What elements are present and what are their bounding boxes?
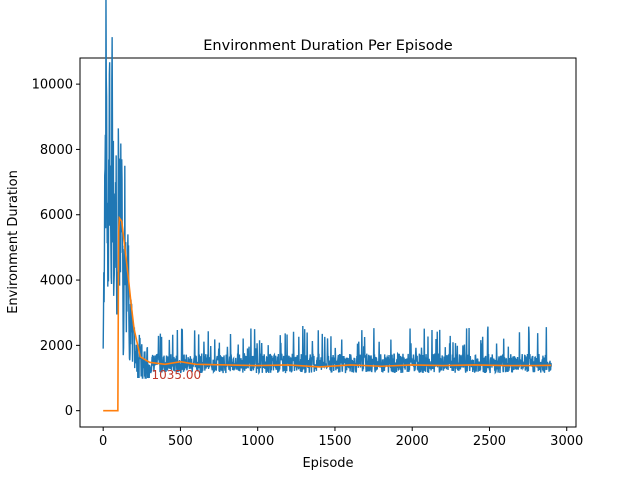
y-tick-label: 4000 <box>40 274 73 289</box>
y-tick-label: 8000 <box>40 143 73 158</box>
x-tick-label: 1500 <box>318 434 351 449</box>
y-tick-label: 0 <box>65 404 73 419</box>
x-tick-label: 2000 <box>396 434 429 449</box>
raw-duration-line <box>102 0 552 379</box>
y-tick-label: 10000 <box>32 78 73 93</box>
annotation-layer: 1035.00 <box>152 368 202 382</box>
y-tick-label: 2000 <box>40 339 73 354</box>
y-axis-ticks: 0 2000 4000 6000 8000 10000 <box>32 78 80 419</box>
y-tick-label: 6000 <box>40 208 73 223</box>
x-tick-label: 3000 <box>550 434 583 449</box>
plot-area <box>79 57 577 428</box>
x-tick-label: 1000 <box>241 434 274 449</box>
mean-duration-line <box>103 215 552 412</box>
x-axis-label: Episode <box>302 456 353 471</box>
min-value-annotation: 1035.00 <box>152 368 202 382</box>
chart-title: Environment Duration Per Episode <box>203 38 453 54</box>
x-tick-label: 0 <box>99 434 107 449</box>
x-tick-label: 2500 <box>473 434 506 449</box>
y-axis-label: Environment Duration <box>6 170 21 314</box>
x-axis-ticks: 0 500 1000 1500 2000 2500 3000 <box>99 427 583 449</box>
x-tick-label: 500 <box>168 434 193 449</box>
series-layer <box>102 0 552 412</box>
